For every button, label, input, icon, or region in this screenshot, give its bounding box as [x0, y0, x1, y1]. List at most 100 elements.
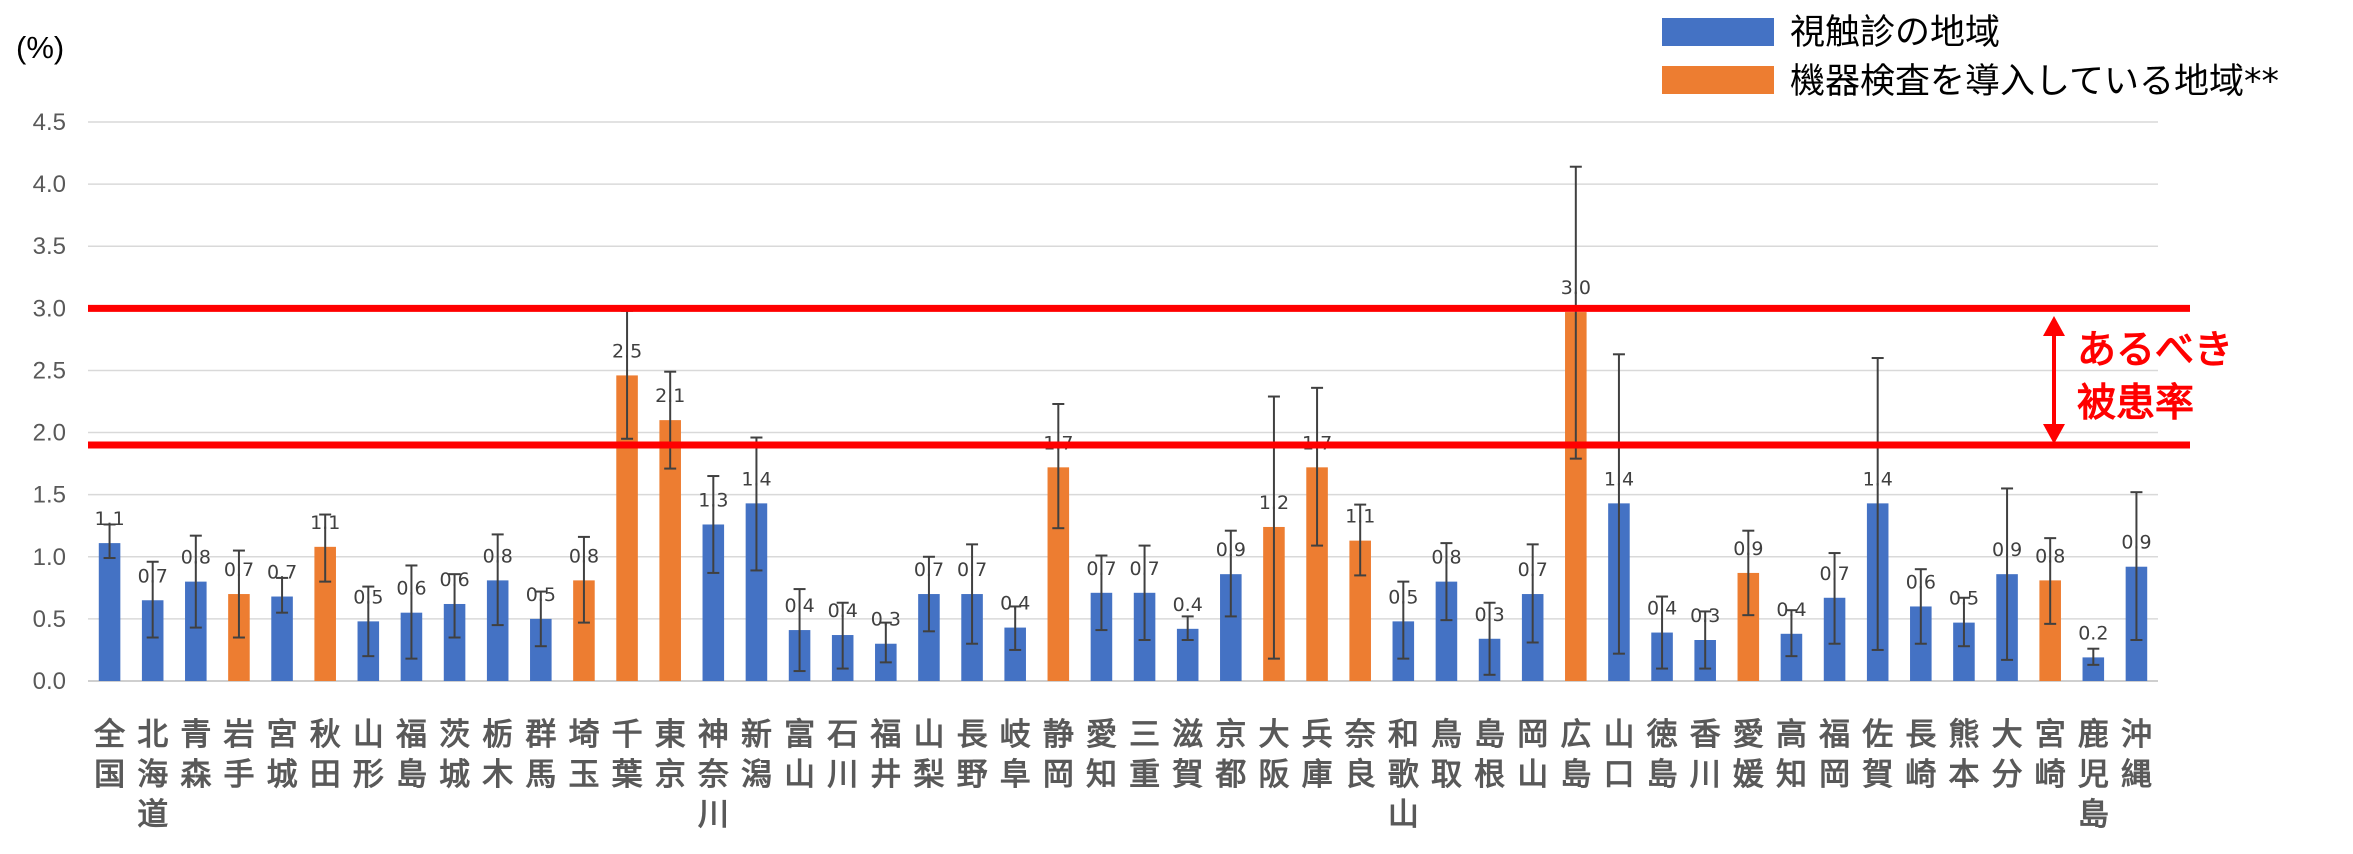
bar-高知: [1780, 633, 1803, 681]
error-bar: [1397, 580, 1410, 660]
data-label: 0.5: [526, 584, 556, 606]
x-category-label: 愛: [1733, 717, 1764, 753]
bar-熊本: [1953, 622, 1975, 681]
x-category-label: 北: [137, 717, 168, 753]
data-label: 0.2: [2078, 622, 2108, 644]
bar-京都: [1220, 574, 1242, 681]
data-label: 1.4: [1863, 468, 1893, 490]
y-tick-label: 2.0: [33, 420, 66, 447]
x-category-label: 埼: [568, 717, 599, 753]
error-bar: [1052, 402, 1065, 530]
x-category-label: 都: [1214, 757, 1246, 793]
data-label: 1.2: [1259, 492, 1289, 514]
x-category-label: 奈: [1344, 717, 1376, 753]
x-category-label: 鳥: [1431, 717, 1462, 753]
data-label: 0.5: [1949, 588, 1979, 610]
y-tick-label: 3.5: [33, 233, 66, 260]
x-category-label: 阪: [1258, 757, 1289, 793]
error-bar: [146, 560, 159, 639]
bar-鹿児島: [2082, 657, 2105, 681]
x-category-label: 山: [1388, 797, 1419, 833]
y-tick-label: 1.5: [33, 482, 66, 509]
x-category-label: 全: [93, 717, 126, 753]
x-category-label: 分: [1992, 757, 2023, 793]
x-category-label: 富: [784, 717, 815, 753]
x-category-label: 川: [698, 797, 729, 833]
x-category-label: 形: [353, 757, 384, 793]
x-category-label: 京: [655, 757, 686, 793]
data-label: 0.8: [483, 545, 513, 567]
x-category-label: 群: [524, 717, 556, 753]
x-category-label: 山: [1603, 717, 1634, 753]
x-category-label: 川: [827, 757, 858, 793]
x-category-label: 庫: [1302, 757, 1333, 793]
error-bar: [1354, 503, 1367, 577]
error-bar: [2001, 487, 2014, 661]
data-label: 0.6: [1906, 571, 1936, 593]
data-label: 0.7: [1086, 558, 1116, 580]
bar-新潟: [745, 503, 768, 681]
bar-埼玉: [573, 580, 595, 681]
error-bar: [276, 576, 289, 614]
data-label: 0.9: [1733, 538, 1763, 560]
bar-広島: [1565, 312, 1587, 681]
x-category-label: 山: [784, 757, 815, 793]
x-category-label: 高: [1776, 717, 1807, 753]
x-category-label: 奈: [697, 757, 729, 793]
legend: 視触診の地域 機器検査を導入している地域**: [1662, 13, 2279, 102]
error-bar: [362, 585, 375, 658]
x-category-label: 青: [180, 717, 211, 753]
y-unit-label: (%): [16, 30, 64, 65]
error-bar: [1828, 552, 1841, 645]
x-category-label: 鹿: [2078, 717, 2109, 753]
bar-静岡: [1047, 467, 1070, 681]
x-category-label: 長: [1905, 717, 1937, 753]
data-label: 0.4: [828, 600, 858, 622]
bars: [98, 312, 2148, 681]
x-category-label: 熊: [1948, 717, 1979, 753]
x-category-label: 岡: [1819, 757, 1850, 793]
bar-茨城: [443, 603, 466, 681]
x-category-label: 崎: [2035, 757, 2066, 793]
bar-兵庫: [1306, 467, 1328, 681]
error-bar: [879, 621, 892, 664]
x-category-label: 広: [1560, 717, 1591, 753]
data-label: 0.5: [1388, 586, 1418, 608]
x-category-label: 三: [1129, 717, 1160, 753]
data-label: 0.6: [396, 578, 426, 600]
x-category-label: 愛: [1086, 717, 1117, 753]
x-category-label: 葉: [611, 757, 644, 793]
x-category-label: 根: [1474, 757, 1505, 793]
x-category-label: 島: [1560, 757, 1591, 793]
error-bar: [1569, 165, 1582, 460]
bar-全国: [98, 543, 121, 681]
error-bar: [1742, 529, 1755, 617]
arrow-down-icon: [2043, 424, 2065, 444]
x-category-label: 賀: [1862, 757, 1893, 793]
bar-青森: [185, 581, 207, 681]
x-category-label: 児: [2078, 757, 2109, 793]
error-bar: [1699, 610, 1712, 670]
x-category-label: 宮: [267, 717, 298, 753]
error-bar: [1957, 596, 1970, 648]
x-category-label: 知: [1086, 757, 1117, 793]
x-category-label: 千: [612, 717, 643, 753]
error-bar: [1009, 605, 1022, 651]
x-category-label: 馬: [525, 757, 556, 793]
reference-annotation: あるべき 被患率: [2043, 316, 2233, 444]
x-category-label: 知: [1776, 757, 1807, 793]
bar-秋田: [314, 546, 336, 681]
x-category-label: 茨: [439, 717, 470, 753]
x-category-label: 栃: [482, 717, 513, 753]
x-category-label: 野: [957, 757, 988, 793]
x-category-label: 国: [94, 757, 125, 793]
data-label: 0.6: [439, 569, 469, 591]
error-bar: [1871, 357, 1884, 651]
error-bar: [836, 601, 849, 670]
x-category-label: 手: [223, 757, 254, 793]
error-bar: [664, 370, 677, 470]
error-bar: [103, 523, 116, 560]
error-bar: [1656, 595, 1669, 670]
error-bar: [1483, 601, 1496, 676]
bar-栃木: [486, 580, 509, 681]
